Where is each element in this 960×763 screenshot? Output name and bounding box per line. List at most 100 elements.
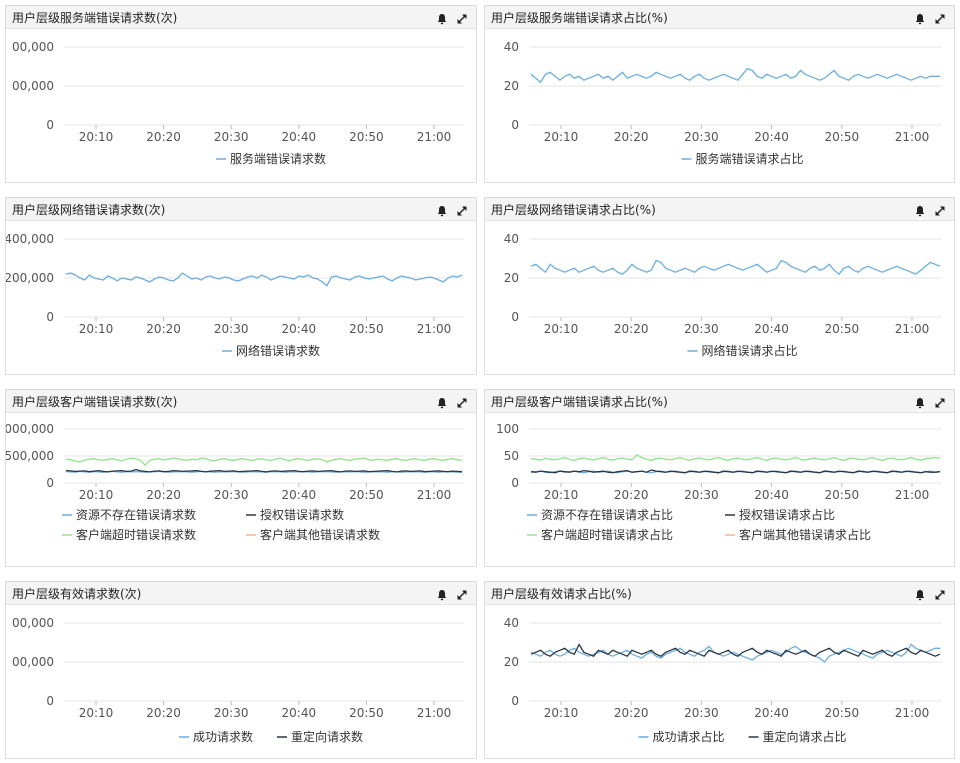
bell-icon[interactable] [436, 10, 448, 25]
x-tick-label: 20:10 [544, 322, 579, 336]
legend-item[interactable]: 网络错误请求数 [222, 343, 320, 358]
expand-icon[interactable] [456, 394, 468, 408]
expand-icon[interactable] [456, 586, 468, 600]
y-tick-label: 0 [46, 310, 54, 324]
bell-icon[interactable] [914, 202, 926, 217]
expand-icon[interactable] [456, 202, 468, 216]
series-line-2 [530, 454, 941, 461]
legend-item[interactable]: 客户端其他错误请求数 [246, 527, 380, 542]
x-tick-label: 20:20 [146, 130, 181, 144]
x-tick-label: 20:30 [684, 706, 719, 720]
legend-item[interactable]: 服务端错误请求数 [216, 151, 326, 166]
legend-item[interactable]: 客户端超时错误请求占比 [527, 527, 673, 542]
series-line-0 [530, 259, 941, 276]
x-tick-label: 20:10 [544, 706, 579, 720]
x-tick-label: 20:40 [754, 130, 789, 144]
y-tick-label: 500,000 [6, 449, 54, 463]
x-tick-label: 20:30 [214, 706, 249, 720]
x-tick-label: 20:10 [79, 130, 114, 144]
grid [529, 622, 942, 702]
legend-item[interactable]: 网络错误请求占比 [687, 343, 798, 358]
x-tick-label: 20:50 [349, 322, 384, 336]
legend-item[interactable]: 授权错误请求占比 [725, 507, 835, 522]
series-line-0 [65, 272, 463, 287]
x-tick-label: 20:10 [544, 130, 579, 144]
y-tick-label: 400,000 [6, 232, 54, 246]
grid [529, 46, 942, 126]
y-tick-label: 0 [511, 310, 519, 324]
legend-item[interactable]: 重定向请求占比 [748, 729, 847, 744]
x-tick-label: 20:20 [146, 706, 181, 720]
legend-item[interactable]: 客户端超时错误请求数 [62, 527, 196, 542]
x-tick-label: 20:10 [544, 488, 579, 502]
x-tick-label: 20:50 [349, 706, 384, 720]
legend-item[interactable]: 资源不存在错误请求占比 [527, 507, 673, 522]
panel-header: 用户层级服务端错误请求数(次) [6, 6, 476, 29]
x-tick-label: 20:30 [684, 488, 719, 502]
panel-title: 用户层级服务端错误请求占比(%) [491, 11, 668, 25]
y-tick-label: 00,000 [12, 79, 54, 93]
expand-icon[interactable] [934, 10, 946, 24]
expand-icon[interactable] [934, 202, 946, 216]
x-tick-label: 20:20 [614, 706, 649, 720]
panel-header: 用户层级有效请求数(次) [6, 582, 476, 605]
y-tick-label: 40 [504, 40, 519, 54]
panel-title: 用户层级有效请求占比(%) [491, 587, 632, 601]
legend-item[interactable]: 重定向请求数 [277, 729, 363, 744]
x-tick-label: 20:40 [282, 706, 317, 720]
legend-item[interactable]: 客户端其他错误请求占比 [725, 527, 871, 542]
panel-network-error-ratio: 用户层级网络错误请求占比(%) 0 20 40 20:10 20:20 20:30 20:40… [484, 197, 955, 375]
legend-label: 客户端超时错误请求占比 [541, 527, 673, 542]
x-tick-label: 20:40 [282, 322, 317, 336]
y-tick-label: 50 [504, 449, 519, 463]
y-tick-label: 000,000 [6, 422, 54, 436]
x-tick-label: 20:30 [684, 130, 719, 144]
x-tick-label: 20:10 [79, 322, 114, 336]
x-tick-label: 20:40 [754, 488, 789, 502]
expand-icon[interactable] [934, 394, 946, 408]
legend-label: 资源不存在错误请求占比 [541, 507, 673, 522]
y-tick-label: 100 [496, 422, 519, 436]
bell-icon[interactable] [914, 394, 926, 409]
bell-icon[interactable] [436, 394, 448, 409]
chart-area: 0 20 40 20:10 20:20 20:30 20:40 20:50 21:00 成功请求占… [504, 616, 942, 744]
legend-item[interactable]: 成功请求数 [179, 729, 253, 744]
legend-label: 服务端错误请求占比 [696, 151, 804, 166]
expand-icon[interactable] [456, 10, 468, 24]
y-tick-label: 40 [504, 616, 519, 630]
x-tick-label: 20:40 [754, 706, 789, 720]
x-tick-label: 21:00 [895, 488, 930, 502]
y-tick-label: 00,000 [12, 655, 54, 669]
chart-area: 0 500,000 000,000 20:10 20:20 20:30 20:40 20:50… [6, 422, 464, 542]
bell-icon[interactable] [436, 586, 448, 601]
bell-icon[interactable] [914, 10, 926, 25]
x-tick-label: 20:30 [214, 488, 249, 502]
x-tick-label: 21:00 [895, 130, 930, 144]
panel-header: 用户层级网络错误请求占比(%) [485, 198, 954, 221]
y-tick-label: 0 [46, 118, 54, 132]
grid [64, 622, 464, 702]
y-tick-label: 0 [46, 694, 54, 708]
series-line-2 [65, 457, 463, 467]
bell-icon[interactable] [436, 202, 448, 217]
expand-icon[interactable] [934, 586, 946, 600]
bell-icon[interactable] [914, 586, 926, 601]
panel-server-error-count: 用户层级服务端错误请求数(次) 0 00,000 00,000 20:10 20:20 20… [5, 5, 477, 183]
panel-header: 用户层级服务端错误请求占比(%) [485, 6, 954, 29]
panel-server-error-ratio: 用户层级服务端错误请求占比(%) 0 20 40 20:10 20:20 20:30 20:4… [484, 5, 955, 183]
legend-item[interactable]: 服务端错误请求占比 [681, 151, 804, 166]
panel-title: 用户层级客户端错误请求占比(%) [491, 395, 668, 409]
panel-header: 用户层级客户端错误请求数(次) [6, 390, 476, 413]
series-line-1 [65, 468, 463, 473]
panel-title: 用户层级网络错误请求占比(%) [491, 203, 656, 217]
x-tick-label: 20:50 [349, 130, 384, 144]
legend-item[interactable]: 授权错误请求数 [246, 507, 344, 522]
legend-item[interactable]: 成功请求占比 [638, 729, 725, 744]
panel-header: 用户层级客户端错误请求占比(%) [485, 390, 954, 413]
legend-label: 网络错误请求数 [236, 343, 320, 358]
legend-item[interactable]: 资源不存在错误请求数 [62, 507, 196, 522]
y-tick-label: 00,000 [12, 40, 54, 54]
panel-valid-request-ratio: 用户层级有效请求占比(%) 0 20 40 20:10 20:20 20:30 20:40 20… [484, 581, 955, 759]
chart-area: 0 00,000 00,000 20:10 20:20 20:30 20:40 20:50 21… [12, 616, 464, 744]
x-tick-label: 20:10 [79, 488, 114, 502]
